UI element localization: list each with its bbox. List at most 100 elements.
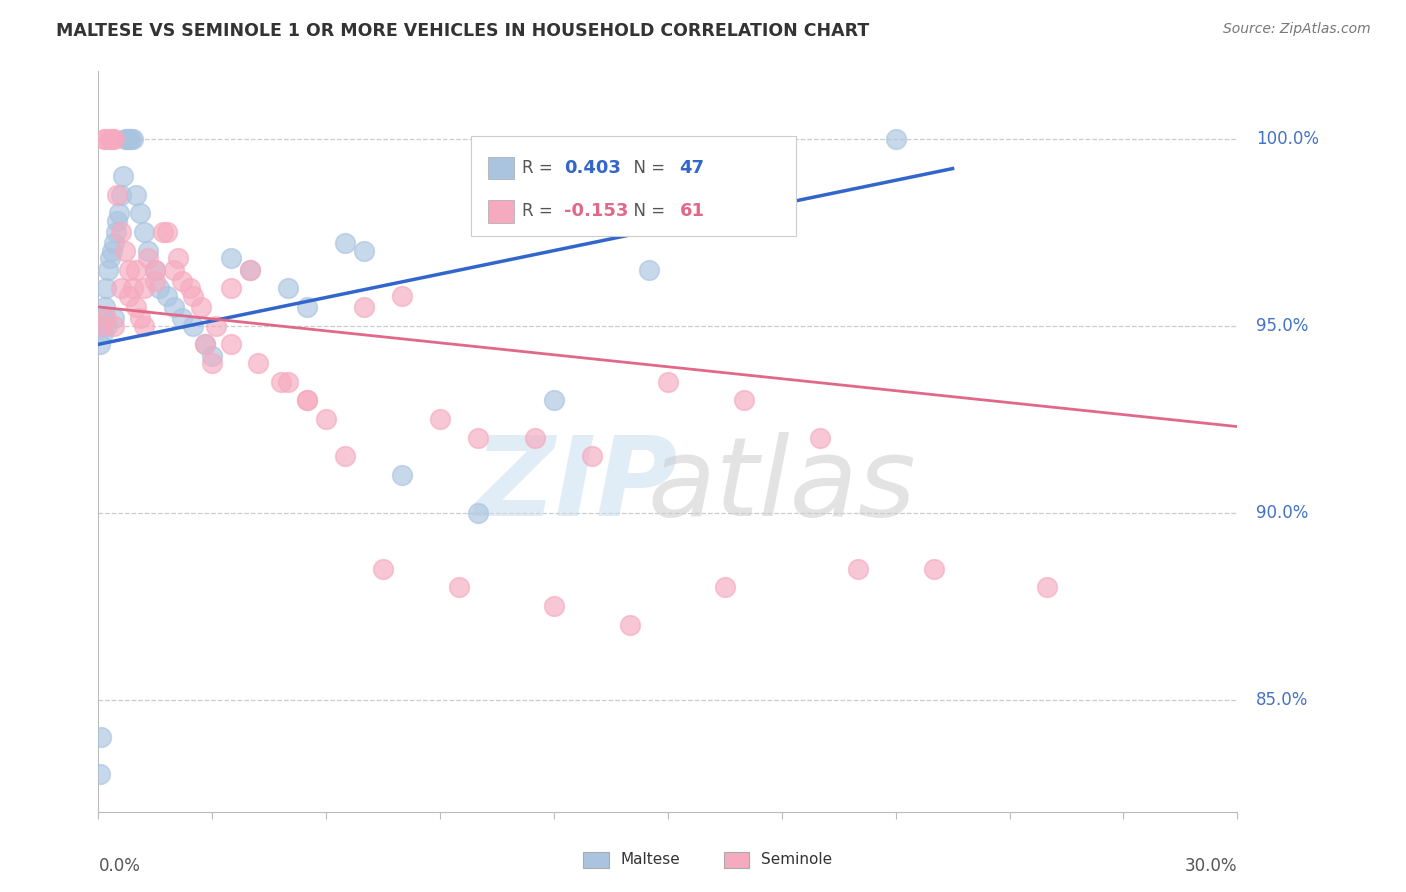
Text: 95.0%: 95.0% [1257,317,1309,334]
Point [391,289,413,303]
Point [277,281,299,295]
Point [129,206,152,220]
Text: N =: N = [623,202,671,220]
Text: 90.0%: 90.0% [1257,504,1309,522]
Point [132,225,155,239]
Point [104,225,127,239]
Point [315,412,337,426]
Point [205,318,228,333]
Point [297,300,319,314]
Point [110,225,132,239]
Point [846,562,869,576]
Point [156,289,179,303]
Point [183,318,205,333]
Point [114,244,136,258]
Point [91,318,114,333]
Point [201,356,224,370]
Point [89,337,111,351]
Point [107,187,129,202]
Point [447,580,470,594]
Point [239,262,262,277]
Point [94,311,117,326]
Point [125,262,148,277]
Point [118,131,141,145]
Point [107,214,129,228]
Point [100,131,122,145]
Point [103,131,125,145]
Point [98,131,121,145]
Point [884,131,907,145]
Point [194,337,217,351]
Point [152,225,174,239]
Point [114,131,136,145]
Text: 30.0%: 30.0% [1185,856,1237,874]
Text: 61: 61 [679,202,704,220]
Point [110,187,132,202]
Point [108,206,131,220]
Point [543,393,565,408]
Point [125,300,148,314]
Point [179,281,201,295]
Point [524,431,547,445]
Point [89,767,111,781]
Point [371,562,394,576]
Point [170,311,193,326]
Point [467,506,489,520]
Text: 0.403: 0.403 [564,159,621,178]
Text: 85.0%: 85.0% [1257,690,1309,708]
Point [297,393,319,408]
Point [335,450,357,464]
Point [167,252,190,266]
Text: ZIP: ZIP [475,433,679,540]
Point [103,311,125,326]
Text: Seminole: Seminole [761,853,832,867]
Point [221,252,243,266]
Point [129,311,152,326]
Point [221,281,243,295]
Text: R =: R = [522,159,558,178]
Point [353,300,375,314]
Text: 47: 47 [679,159,704,178]
Point [1036,580,1059,594]
Text: -0.153: -0.153 [564,202,628,220]
Point [170,274,193,288]
Point [98,252,121,266]
Point [136,244,159,258]
Text: Source: ZipAtlas.com: Source: ZipAtlas.com [1223,22,1371,37]
Point [714,580,737,594]
Text: N =: N = [623,159,671,178]
Point [619,617,641,632]
Point [808,431,831,445]
Text: atlas: atlas [647,433,917,540]
Point [96,318,118,333]
Point [103,236,125,251]
Point [94,300,117,314]
Point [121,281,143,295]
Point [93,131,115,145]
Point [638,262,661,277]
Point [391,468,413,483]
Text: R =: R = [522,202,558,220]
Point [103,318,125,333]
Point [97,262,120,277]
Point [922,562,945,576]
Point [145,262,167,277]
Point [112,169,135,183]
Point [297,393,319,408]
Point [190,300,212,314]
Point [246,356,269,370]
Point [429,412,451,426]
Point [239,262,262,277]
Point [145,262,167,277]
Point [91,326,114,340]
Point [335,236,357,251]
Point [132,318,155,333]
Point [115,131,138,145]
Text: 100.0%: 100.0% [1257,129,1319,148]
Point [201,349,224,363]
Point [733,393,755,408]
Point [118,262,141,277]
Point [163,300,186,314]
Point [467,431,489,445]
Point [145,274,167,288]
